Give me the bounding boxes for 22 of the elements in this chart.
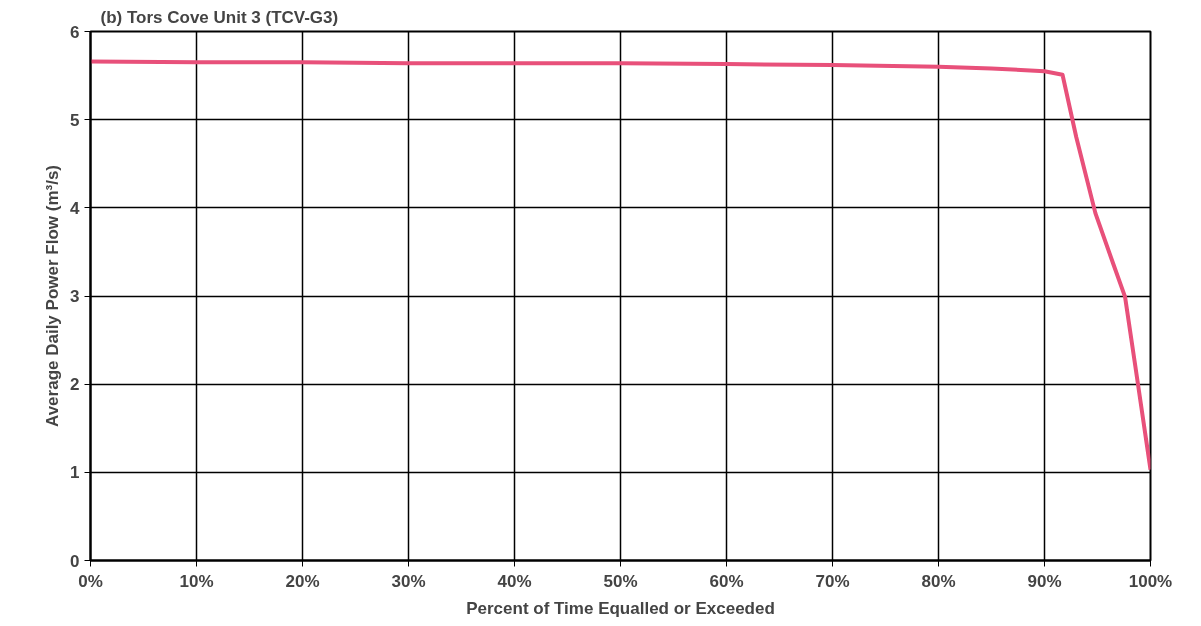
x-axis-title: Percent of Time Equalled or Exceeded <box>466 598 775 618</box>
x-tick-label: 70% <box>815 571 850 591</box>
y-tick-label: 4 <box>70 198 81 218</box>
chart-title: (b) Tors Cove Unit 3 (TCV-G3) <box>100 7 339 27</box>
x-tick-label: 100% <box>1128 571 1173 591</box>
y-tick-label: 2 <box>70 375 80 395</box>
x-tick-label: 60% <box>709 571 744 591</box>
y-axis-title: Average Daily Power Flow (m³/s) <box>43 165 63 427</box>
x-tick-label: 20% <box>285 571 320 591</box>
x-tick-label: 40% <box>497 571 532 591</box>
x-tick-label: 80% <box>921 571 956 591</box>
x-tick-label: 90% <box>1027 571 1062 591</box>
line-series <box>90 59 1151 472</box>
y-tick-label: 6 <box>70 22 80 42</box>
x-tick-label: 0% <box>78 571 103 591</box>
y-tick-label: 5 <box>70 110 80 130</box>
y-tick-label: 0 <box>70 551 80 571</box>
y-tick-label: 1 <box>70 463 80 483</box>
x-tick-label: 30% <box>391 571 426 591</box>
x-tick-label: 10% <box>179 571 214 591</box>
x-tick-label: 50% <box>603 571 638 591</box>
y-tick-label: 3 <box>70 287 80 306</box>
